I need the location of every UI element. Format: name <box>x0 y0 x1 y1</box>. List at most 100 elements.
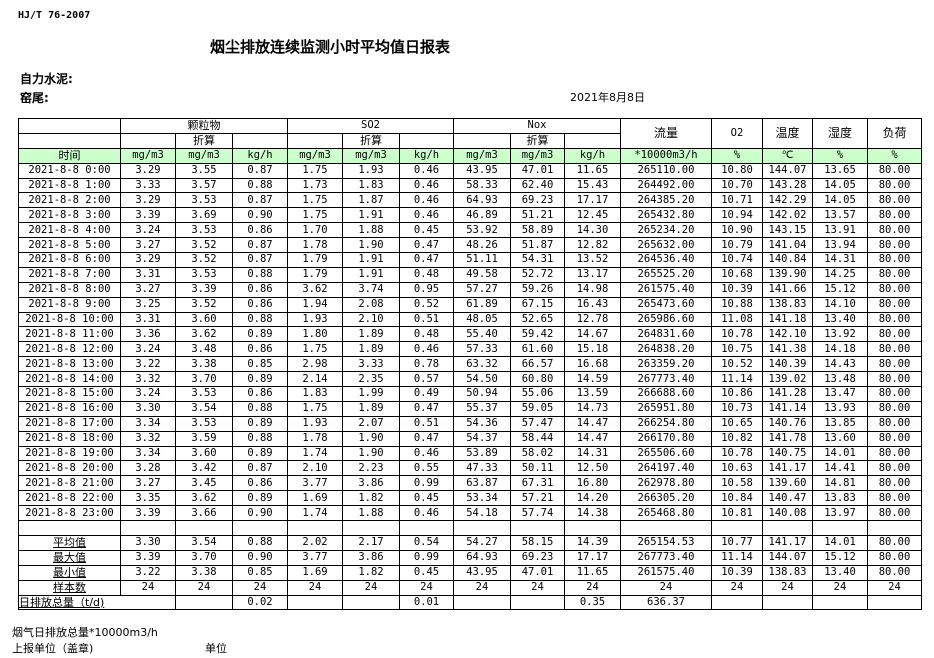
table-cell: 14.18 <box>812 341 868 358</box>
table-cell: 0.99 <box>399 475 454 492</box>
table-cell: 10.68 <box>711 266 763 283</box>
row-label: 2021-8-8 9:00 <box>18 296 121 313</box>
table-cell: 80.00 <box>867 475 922 492</box>
table-cell: 0.48 <box>399 326 454 343</box>
table-cell: 13.83 <box>812 490 868 507</box>
table-cell: 0.88 <box>232 311 288 328</box>
table-cell: 144.07 <box>762 162 813 179</box>
table-cell: 53.34 <box>453 490 511 507</box>
table-cell: 14.43 <box>812 356 868 373</box>
table-cell: 10.78 <box>711 326 763 343</box>
daily-total-label: 日排放总量（t/d) <box>18 594 176 611</box>
table-cell: 47.01 <box>510 162 565 179</box>
table-cell: 3.38 <box>175 564 233 581</box>
table-cell: 266254.80 <box>620 415 712 432</box>
table-cell: 15.18 <box>564 341 621 358</box>
table-cell: 51.87 <box>510 237 565 254</box>
table-cell: 0.45 <box>399 564 454 581</box>
daily-total-cell <box>762 594 813 611</box>
table-cell: 48.26 <box>453 237 511 254</box>
table-cell: 3.33 <box>342 356 400 373</box>
table-cell: 3.60 <box>175 445 233 462</box>
daily-total-cell <box>453 594 511 611</box>
reporting-unit-label: 上报单位（盖章) <box>12 642 94 655</box>
table-cell: 80.00 <box>867 564 922 581</box>
table-cell: 0.87 <box>232 162 288 179</box>
table-cell: 0.88 <box>232 400 288 417</box>
table-row: 2021-8-8 7:00 3.31 3.53 0.88 1.79 1.91 0.48 49.… <box>18 266 922 283</box>
table-cell: 58.02 <box>510 445 565 462</box>
row-label: 2021-8-8 1:00 <box>18 177 121 194</box>
table-cell: 3.66 <box>175 505 233 522</box>
table-cell: 3.39 <box>120 549 176 566</box>
table-cell: 13.57 <box>812 207 868 224</box>
table-cell: 0.89 <box>232 371 288 388</box>
report-title: 烟尘排放连续监测小时平均值日报表 <box>210 38 451 56</box>
table-cell: 24 <box>564 579 621 596</box>
row-label: 2021-8-8 11:00 <box>18 326 121 343</box>
table-cell: 0.99 <box>399 549 454 566</box>
table-cell: 143.28 <box>762 177 813 194</box>
row-label: 2021-8-8 19:00 <box>18 445 121 462</box>
table-cell: 265506.60 <box>620 445 712 462</box>
row-label: 2021-8-8 7:00 <box>18 266 121 283</box>
table-cell: 3.60 <box>175 311 233 328</box>
table-cell: 0.78 <box>399 356 454 373</box>
table-cell: 14.25 <box>812 266 868 283</box>
table-cell: 53.92 <box>453 222 511 239</box>
table-cell: 265154.53 <box>620 534 712 551</box>
row-label: 2021-8-8 23:00 <box>18 505 121 522</box>
table-row: 2021-8-8 14:00 3.32 3.70 0.89 2.14 2.35 0.57 54… <box>18 371 922 388</box>
table-cell: 262978.80 <box>620 475 712 492</box>
table-cell: 0.87 <box>232 460 288 477</box>
table-cell: 13.59 <box>564 386 621 402</box>
table-cell: 80.00 <box>867 445 922 462</box>
row-label: 2021-8-8 8:00 <box>18 281 121 298</box>
table-cell: 265432.80 <box>620 207 712 224</box>
table-cell: 13.65 <box>812 162 868 179</box>
table-cell: 0.47 <box>399 400 454 417</box>
table-cell: 0.87 <box>232 192 288 209</box>
table-cell: 138.83 <box>762 564 813 581</box>
table-cell: 3.30 <box>120 534 176 551</box>
table-cell: 3.24 <box>120 386 176 402</box>
table-cell: 0.86 <box>232 222 288 239</box>
table-cell: 3.45 <box>175 475 233 492</box>
table-cell: 3.29 <box>120 162 176 179</box>
table-cell: 0.48 <box>399 266 454 283</box>
table-cell: 80.00 <box>867 296 922 313</box>
table-cell: 57.47 <box>510 415 565 432</box>
table-cell: 264197.40 <box>620 460 712 477</box>
table-cell: 14.59 <box>564 371 621 388</box>
table-cell: 14.05 <box>812 192 868 209</box>
table-cell: 52.72 <box>510 266 565 283</box>
table-cell: 24 <box>762 579 813 596</box>
table-cell: 3.38 <box>175 356 233 373</box>
table-cell: 24 <box>711 579 763 596</box>
table-cell: 43.95 <box>453 564 511 581</box>
table-cell: 54.31 <box>510 252 565 268</box>
table-cell: 265234.20 <box>620 222 712 239</box>
table-cell: 3.70 <box>175 371 233 388</box>
table-cell: 10.65 <box>711 415 763 432</box>
table-cell: 140.39 <box>762 356 813 373</box>
table-cell: 15.43 <box>564 177 621 194</box>
table-cell: 1.74 <box>287 445 343 462</box>
table-row: 2021-8-8 1:00 3.33 3.57 0.88 1.73 1.83 0.46 58.… <box>18 177 922 194</box>
table-cell: 10.75 <box>711 341 763 358</box>
row-label: 样本数 <box>18 579 121 596</box>
table-cell: 1.83 <box>342 177 400 194</box>
unit-cell: *10000m3/h <box>620 147 712 164</box>
table-cell: 0.88 <box>232 266 288 283</box>
table-cell: 1.89 <box>342 400 400 417</box>
row-label: 2021-8-8 21:00 <box>18 475 121 492</box>
table-cell: 52.65 <box>510 311 565 328</box>
table-cell: 2.35 <box>342 371 400 388</box>
table-cell: 13.94 <box>812 237 868 254</box>
table-cell: 11.14 <box>711 549 763 566</box>
table-cell: 14.38 <box>564 505 621 522</box>
table-cell: 16.80 <box>564 475 621 492</box>
table-cell: 3.70 <box>175 549 233 566</box>
table-cell: 3.52 <box>175 296 233 313</box>
row-label: 2021-8-8 15:00 <box>18 386 121 402</box>
